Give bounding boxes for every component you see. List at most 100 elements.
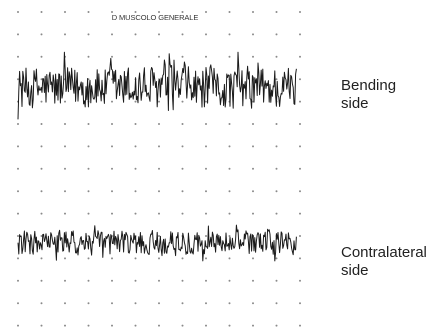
grid-dot — [64, 11, 66, 13]
grid-dot — [181, 123, 184, 125]
grid-dot — [111, 145, 113, 148]
grid-dot — [205, 11, 207, 13]
grid-dot — [134, 279, 137, 282]
grid-dot — [275, 167, 278, 170]
grid-dot — [87, 279, 90, 282]
grid-dot — [181, 302, 184, 305]
grid-dot — [134, 167, 137, 170]
grid-dot — [134, 33, 137, 36]
grid-dot — [111, 257, 113, 260]
grid-dot — [111, 167, 113, 170]
trace-contralateral-side — [17, 224, 297, 262]
grid-dot — [87, 257, 90, 260]
grid-dot — [64, 167, 66, 170]
grid-dot — [299, 78, 301, 81]
grid-dot — [158, 11, 160, 13]
grid-dot — [275, 279, 278, 282]
grid-dot — [111, 302, 113, 305]
grid-dot — [299, 302, 301, 305]
grid-dot — [252, 212, 254, 215]
grid-dot — [87, 167, 90, 170]
grid-dot — [17, 324, 19, 327]
grid-dot — [299, 33, 301, 36]
grid-dot — [40, 123, 43, 125]
grid-dot — [228, 190, 231, 193]
grid-dot — [17, 55, 19, 58]
series-label-contralateral-line2: side — [341, 262, 369, 279]
grid-dot — [40, 302, 43, 305]
grid-dot — [64, 212, 66, 215]
grid-dot — [299, 11, 301, 13]
grid-dot — [228, 324, 231, 327]
grid-dot — [275, 11, 278, 13]
grid-dot — [134, 123, 137, 125]
grid-dot — [158, 33, 160, 36]
grid-dot — [64, 324, 66, 327]
grid-dot — [181, 145, 184, 148]
grid-dot — [205, 324, 207, 327]
grid-dot — [158, 302, 160, 305]
grid-dot — [205, 279, 207, 282]
grid-dot — [134, 324, 137, 327]
grid-dot — [205, 33, 207, 36]
grid-dot — [299, 167, 301, 170]
grid-dot — [299, 235, 301, 237]
grid-dot — [181, 190, 184, 193]
grid-dot — [87, 33, 90, 36]
grid-dot — [40, 279, 43, 282]
grid-dot — [17, 11, 19, 13]
grid-dot — [299, 123, 301, 125]
grid-dot — [17, 33, 19, 36]
grid-dot — [181, 33, 184, 36]
grid-dot — [40, 235, 43, 237]
grid-dot — [299, 279, 301, 282]
grid-dot — [181, 11, 184, 13]
grid-dot — [87, 145, 90, 148]
grid-dot — [158, 324, 160, 327]
grid-dot — [40, 145, 43, 148]
grid-dot — [205, 302, 207, 305]
chart-title: D MUSCOLO GENERALE — [112, 13, 199, 22]
grid-dot — [134, 190, 137, 193]
grid-dot — [228, 123, 231, 125]
grid-dot — [17, 123, 19, 125]
grid-dot — [17, 167, 19, 170]
grid-dot — [17, 257, 19, 260]
grid-dot — [299, 145, 301, 148]
grid-dot — [252, 279, 254, 282]
grid-dot — [181, 78, 184, 81]
grid-dot — [158, 257, 160, 260]
grid-dot — [64, 257, 66, 260]
grid-dot — [158, 190, 160, 193]
grid-dot — [228, 235, 231, 237]
grid-dot — [205, 235, 207, 237]
grid-dot — [111, 100, 113, 103]
grid-dot — [299, 212, 301, 215]
grid-dot — [64, 33, 66, 36]
grid-dot — [252, 33, 254, 36]
grid-dot — [64, 100, 66, 103]
grid-dot — [40, 11, 43, 13]
grid-dot — [111, 212, 113, 215]
grid-dot — [205, 167, 207, 170]
grid-dot — [64, 190, 66, 193]
grid-dot — [228, 33, 231, 36]
grid-dot — [158, 279, 160, 282]
grid-dot — [181, 100, 184, 103]
grid-dot — [252, 302, 254, 305]
grid-dot — [275, 78, 278, 81]
grid-dot — [40, 78, 43, 81]
grid-dot — [205, 212, 207, 215]
grid-dot — [299, 324, 301, 327]
grid-dot — [40, 167, 43, 170]
grid-dot — [111, 279, 113, 282]
grid-dot — [40, 55, 43, 58]
grid-dot — [158, 100, 160, 103]
grid-dot — [181, 55, 184, 58]
grid-dot — [134, 145, 137, 148]
grid-dot — [111, 11, 113, 13]
dotted-grid — [17, 11, 301, 327]
grid-dot — [181, 212, 184, 215]
grid-dot — [299, 257, 301, 260]
